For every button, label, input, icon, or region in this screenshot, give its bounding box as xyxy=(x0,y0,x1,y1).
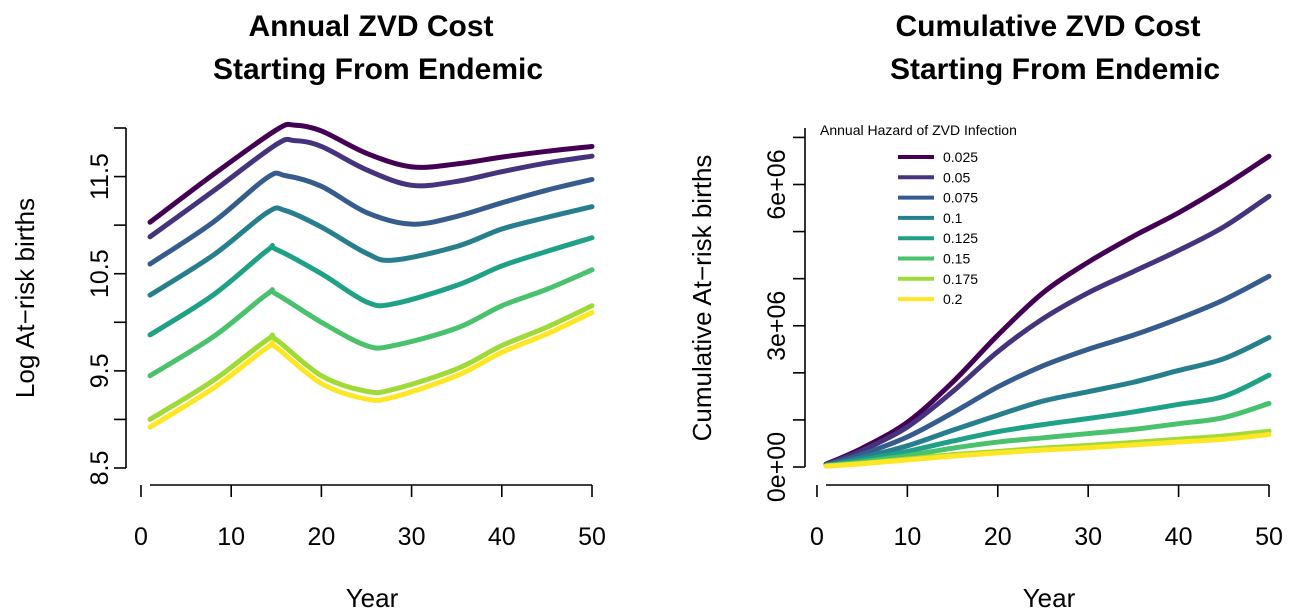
annual-cost-chart: Annual ZVD Cost Starting From Endemic Lo… xyxy=(10,10,606,613)
legend-title: Annual Hazard of ZVD Infection xyxy=(820,122,1017,138)
x-tick-label: 0 xyxy=(134,523,148,551)
series-line-0.05 xyxy=(147,136,595,240)
chart-title-line-2: Starting From Endemic xyxy=(213,53,543,86)
series-line-0.175 xyxy=(147,303,595,422)
x-tick-label: 50 xyxy=(578,523,606,551)
series-line-0.025 xyxy=(823,153,1272,467)
y-tick-label: 8.5 xyxy=(86,451,114,486)
y-axis-label: Log At−risk births xyxy=(10,198,40,398)
series-line-0.15 xyxy=(823,400,1272,469)
y-tick-label: 9.5 xyxy=(86,354,114,389)
series-layer xyxy=(147,121,595,430)
x-tick-label: 40 xyxy=(1165,523,1193,551)
series-line-0.1 xyxy=(147,204,595,298)
chart-title-line-2: Starting From Endemic xyxy=(890,53,1220,86)
series-line-0.075 xyxy=(147,170,595,267)
y-tick-label: 10.5 xyxy=(86,249,114,298)
y-tick-label: 0e+00 xyxy=(763,432,791,502)
series-line-0.2 xyxy=(823,432,1272,469)
legend-label: 0.025 xyxy=(943,149,978,165)
chart-title-line-1: Annual ZVD Cost xyxy=(249,10,494,43)
y-tick-label: 3e+06 xyxy=(763,291,791,361)
x-tick-label: 30 xyxy=(398,523,426,551)
x-tick-label: 10 xyxy=(217,523,245,551)
series-line-0.125 xyxy=(147,235,595,338)
series-line-0.125 xyxy=(823,372,1272,469)
x-tick-label: 10 xyxy=(893,523,921,551)
x-tick-label: 20 xyxy=(984,523,1012,551)
x-tick-label: 40 xyxy=(488,523,516,551)
y-axis-label: Cumulative At−risk births xyxy=(687,155,717,442)
series-line-0.05 xyxy=(823,193,1272,468)
legend-label: 0.05 xyxy=(943,169,970,185)
x-tick-label: 20 xyxy=(307,523,335,551)
series-line-0.2 xyxy=(147,310,595,430)
tick-layer: 0 10 20 30 40 50 0e+00 3e+06 6e+06 xyxy=(763,136,1283,551)
tick-layer: 0 10 20 30 40 50 8.5 9.5 10.5 11.5 xyxy=(86,127,606,551)
legend: Annual Hazard of ZVD Infection 0.025 0.05… xyxy=(820,122,1017,307)
y-tick-label: 6e+06 xyxy=(763,149,791,219)
x-tick-label: 30 xyxy=(1074,523,1102,551)
x-axis-label: Year xyxy=(1023,583,1076,613)
legend-label: 0.15 xyxy=(943,251,970,267)
cumulative-cost-chart: Cumulative ZVD Cost Starting From Endemi… xyxy=(687,10,1283,613)
series-line-0.1 xyxy=(823,335,1272,468)
x-axis-label: Year xyxy=(346,583,399,613)
legend-label: 0.2 xyxy=(943,291,963,307)
legend-label: 0.175 xyxy=(943,271,978,287)
x-tick-label: 0 xyxy=(810,523,824,551)
chart-title-line-1: Cumulative ZVD Cost xyxy=(895,10,1200,43)
legend-label: 0.1 xyxy=(943,210,963,226)
y-tick-label: 11.5 xyxy=(86,153,114,200)
series-layer xyxy=(823,153,1272,469)
legend-label: 0.125 xyxy=(943,230,978,246)
x-tick-label: 50 xyxy=(1255,523,1283,551)
series-line-0.15 xyxy=(147,267,595,379)
series-line-0.025 xyxy=(147,121,595,225)
legend-label: 0.075 xyxy=(943,190,978,206)
series-line-0.075 xyxy=(823,273,1272,468)
